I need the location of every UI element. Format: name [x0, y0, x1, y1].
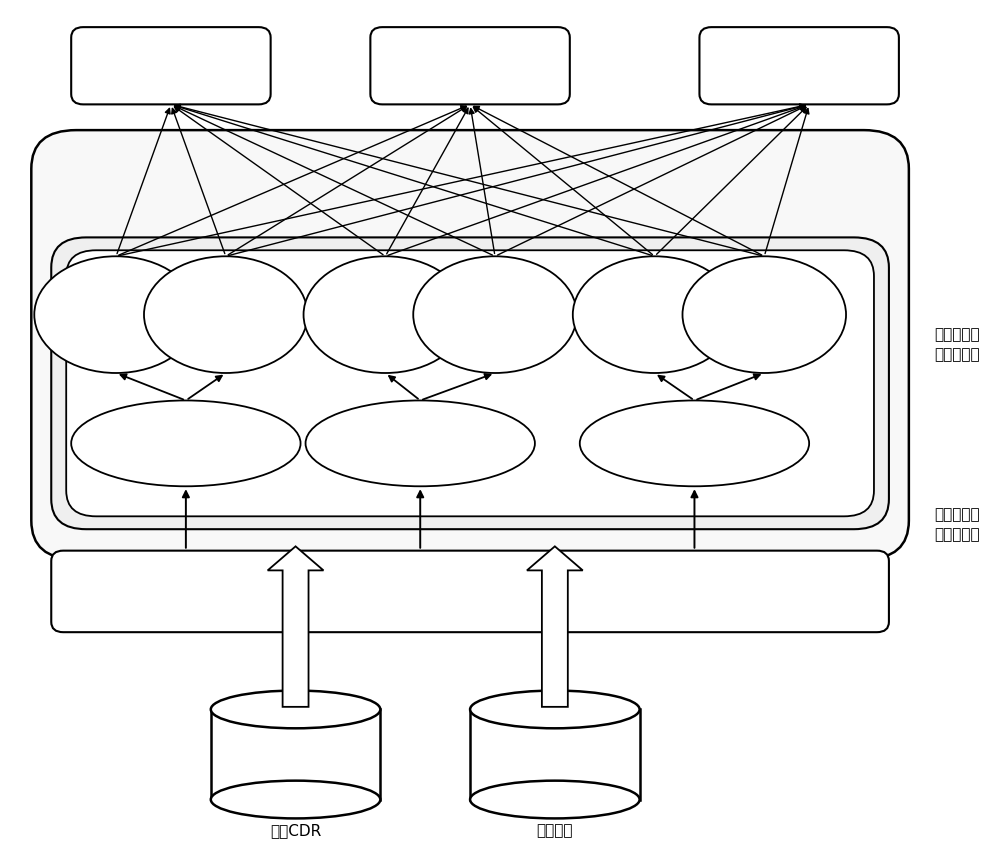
Text: 预测模型n: 预测模型n: [772, 57, 826, 75]
Ellipse shape: [470, 781, 640, 819]
Text: 社交图数据库: 社交图数据库: [438, 582, 502, 600]
Polygon shape: [470, 709, 640, 800]
Text: 社交特
形1: 社交特 形1: [104, 299, 129, 331]
Text: 计算模式2: 计算模式2: [399, 437, 441, 450]
Ellipse shape: [144, 257, 308, 373]
Text: 用户属性: 用户属性: [537, 824, 573, 839]
Ellipse shape: [580, 400, 809, 486]
Text: 社交特
形5: 社交特 形5: [642, 299, 667, 331]
FancyBboxPatch shape: [51, 238, 889, 530]
FancyBboxPatch shape: [370, 28, 570, 104]
Ellipse shape: [682, 257, 846, 373]
Polygon shape: [211, 709, 380, 800]
Text: 用户社交特
征计算装置: 用户社交特 征计算装置: [934, 327, 979, 362]
Polygon shape: [268, 547, 323, 707]
Ellipse shape: [573, 257, 736, 373]
Text: 社交特
形3: 社交特 形3: [373, 299, 398, 331]
Text: 预测模型2: 预测模型2: [443, 57, 497, 75]
Text: 社交特
形4: 社交特 形4: [482, 299, 508, 331]
Ellipse shape: [413, 257, 577, 373]
Text: 用户社交特
征计算系统: 用户社交特 征计算系统: [934, 507, 979, 542]
FancyBboxPatch shape: [699, 28, 899, 104]
FancyBboxPatch shape: [31, 130, 909, 560]
Ellipse shape: [211, 781, 380, 819]
Polygon shape: [527, 547, 583, 707]
FancyBboxPatch shape: [71, 28, 271, 104]
Text: 社交特
形2: 社交特 形2: [213, 299, 238, 331]
Ellipse shape: [34, 257, 198, 373]
Ellipse shape: [304, 257, 467, 373]
Ellipse shape: [211, 691, 380, 728]
Ellipse shape: [71, 400, 301, 486]
Text: 社交CDR: 社交CDR: [270, 824, 321, 839]
Text: 社交特
形6: 社交特 形6: [752, 299, 777, 331]
FancyBboxPatch shape: [51, 551, 889, 632]
Text: 计算模式n: 计算模式n: [673, 437, 716, 450]
Text: 计算模式1: 计算模式1: [165, 437, 207, 450]
Ellipse shape: [306, 400, 535, 486]
FancyBboxPatch shape: [66, 251, 874, 517]
Text: 预测模型1: 预测模型1: [144, 57, 198, 75]
Ellipse shape: [470, 691, 640, 728]
